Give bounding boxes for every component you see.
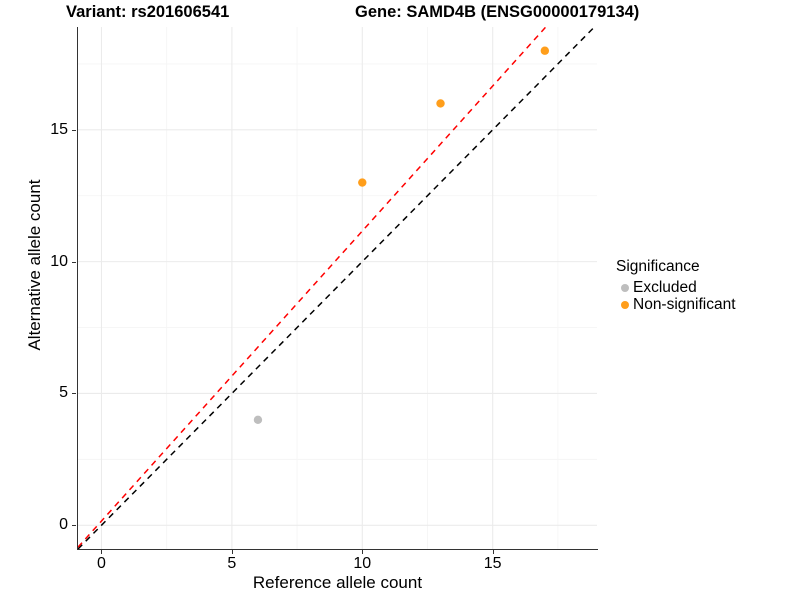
y-tick-mark [72, 261, 76, 263]
y-axis-line [77, 27, 79, 550]
x-tick-label: 15 [483, 555, 502, 572]
x-tick-label: 5 [227, 555, 237, 572]
legend-item-label: Non-significant [633, 296, 736, 313]
y-axis-title: Alternative allele count [25, 179, 44, 351]
data-point-non-significant[interactable] [358, 178, 367, 187]
x-axis-line [77, 548, 598, 550]
y-tick-label: 10 [50, 252, 68, 270]
legend-dot-icon [620, 283, 629, 292]
legend-key-icon [616, 300, 633, 309]
gene-title: Gene: SAMD4B (ENSG00000179134) [355, 3, 640, 21]
plot-panel [78, 27, 597, 549]
y-tick-mark [72, 525, 76, 527]
legend-item-label: Excluded [633, 279, 697, 296]
data-point-non-significant[interactable] [436, 99, 445, 108]
x-tick-mark [492, 549, 494, 554]
y-tick-mark [72, 129, 76, 131]
legend-dot-icon [620, 300, 629, 309]
legend-items: Excluded Non-significant [616, 279, 736, 313]
legend-key-icon [616, 283, 633, 292]
legend-item[interactable]: Non-significant [616, 296, 736, 313]
plot-canvas [78, 27, 597, 549]
y-tick-mark [72, 393, 76, 395]
legend-item[interactable]: Excluded [616, 279, 736, 296]
y-tick-label: 15 [50, 120, 68, 138]
x-axis-title: Reference allele count [252, 573, 423, 592]
data-point-excluded[interactable] [253, 415, 263, 425]
x-tick-mark [231, 549, 233, 554]
y-tick-label: 5 [59, 384, 68, 402]
legend: Significance Excluded Non-significant [616, 258, 736, 313]
data-point-non-significant[interactable] [540, 46, 550, 55]
x-tick-mark [101, 549, 103, 554]
identity-line [78, 27, 595, 549]
x-tick-label: 0 [97, 555, 106, 572]
x-tick-label: 10 [353, 555, 372, 572]
y-tick-label: 0 [59, 516, 68, 534]
variant-title: Variant: rs201606541 [66, 3, 230, 21]
legend-title: Significance [616, 258, 700, 275]
x-tick-mark [362, 549, 364, 554]
